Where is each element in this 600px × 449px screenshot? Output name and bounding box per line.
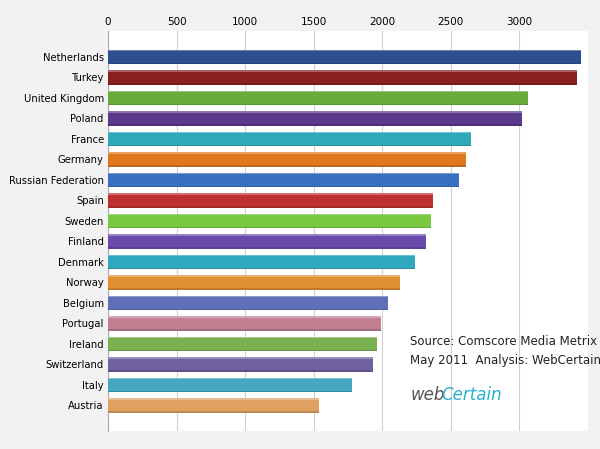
Bar	[108, 186, 459, 187]
Bar	[108, 288, 400, 290]
Bar	[108, 63, 581, 64]
Bar	[108, 234, 426, 249]
Bar	[108, 193, 433, 208]
Bar	[108, 316, 381, 317]
Bar	[108, 91, 527, 92]
Bar	[108, 337, 377, 352]
Text: Certain: Certain	[442, 386, 502, 404]
Bar	[108, 295, 388, 310]
Bar	[108, 255, 415, 269]
Bar	[108, 275, 400, 277]
Bar	[108, 111, 522, 126]
Bar	[108, 132, 472, 146]
Bar	[108, 49, 581, 64]
Bar	[108, 70, 577, 85]
Text: web: web	[410, 386, 445, 404]
Bar	[108, 50, 581, 51]
Bar	[108, 124, 522, 126]
Bar	[108, 84, 577, 85]
Bar	[108, 309, 388, 310]
Bar	[108, 350, 377, 351]
Bar	[108, 391, 352, 392]
Bar	[108, 378, 352, 379]
Bar	[108, 145, 472, 146]
Bar	[108, 111, 522, 113]
Bar	[108, 91, 527, 106]
Bar	[108, 214, 431, 229]
Bar	[108, 296, 388, 297]
Bar	[108, 357, 373, 372]
Bar	[108, 398, 319, 400]
Bar	[108, 214, 431, 215]
Bar	[108, 70, 577, 72]
Bar	[108, 234, 426, 236]
Bar	[108, 152, 466, 167]
Bar	[108, 398, 319, 413]
Bar	[108, 207, 433, 208]
Bar	[108, 165, 466, 167]
Bar	[108, 268, 415, 269]
Bar	[108, 357, 373, 359]
Bar	[108, 411, 319, 413]
Bar	[108, 329, 381, 331]
Bar	[108, 172, 459, 187]
Text: Source: Comscore Media Metrix
May 2011  Analysis: WebCertain: Source: Comscore Media Metrix May 2011 A…	[410, 335, 600, 367]
Bar	[108, 132, 472, 133]
Bar	[108, 370, 373, 372]
Bar	[108, 152, 466, 154]
Bar	[108, 104, 527, 105]
Bar	[108, 193, 433, 194]
Bar	[108, 378, 352, 392]
Bar	[108, 173, 459, 174]
Bar	[108, 227, 431, 228]
Bar	[108, 275, 400, 290]
Bar	[108, 316, 381, 331]
Bar	[108, 247, 426, 249]
Bar	[108, 337, 377, 338]
Bar	[108, 255, 415, 256]
